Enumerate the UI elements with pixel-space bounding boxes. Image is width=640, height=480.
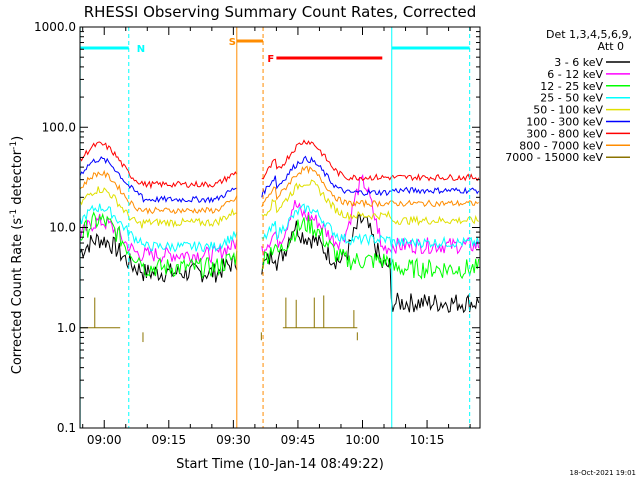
- x-tick-label-5: 10:00: [345, 433, 380, 447]
- legend-attenuator: Att 0: [598, 40, 624, 53]
- plot-area: [79, 139, 480, 343]
- series-line-7-seg-1: [79, 141, 238, 190]
- series-line-8-seg-1: [79, 169, 238, 215]
- legend-label-9: 7000 - 15000 keV: [505, 151, 603, 164]
- flag-bars: N S F: [79, 27, 471, 428]
- series-line-3-seg-1: [79, 211, 238, 279]
- flag-label-4: F: [267, 54, 274, 65]
- legend-label-2: 6 - 12 keV: [547, 68, 603, 81]
- flag-label-1: N: [137, 44, 145, 55]
- x-tick-label-4: 09:45: [281, 433, 316, 447]
- series-line-7-seg-2: [261, 139, 480, 182]
- chart-title: RHESSI Observing Summary Count Rates, Co…: [84, 3, 477, 21]
- y-tick-label-5: 1000.0: [34, 20, 76, 34]
- legend-label-8: 800 - 7000 keV: [519, 139, 603, 152]
- series-line-2-seg-2: [261, 173, 480, 256]
- series-line-5-seg-2: [261, 179, 479, 227]
- y-tick-label-3: 10.0: [49, 221, 76, 235]
- legend-label-1: 3 - 6 keV: [554, 56, 603, 69]
- x-tick-label-2: 09:15: [152, 433, 187, 447]
- axes: 0.1 1.0 10.0 100.0 1000.0 09:00 09:15 09:30 09:4…: [34, 20, 481, 447]
- legend-label-4: 25 - 50 keV: [540, 92, 603, 105]
- y-axis-label: Corrected Count Rate (s-1 detector-1): [9, 136, 25, 374]
- y-tick-label-2: 1.0: [57, 321, 76, 335]
- flag-label-3: S: [229, 37, 236, 48]
- legend-label-7: 300 - 800 keV: [526, 127, 603, 140]
- timestamp-annotation: 18-Oct-2021 19:01: [570, 469, 636, 477]
- series-line-8-seg-2: [261, 165, 479, 209]
- x-tick-label-3: 09:30: [216, 433, 251, 447]
- series-line-4-seg-1: [79, 203, 238, 253]
- legend-label-3: 12 - 25 keV: [540, 80, 603, 93]
- legend-header: Det 1,3,4,5,6,9,: [546, 28, 632, 41]
- x-axis-label: Start Time (10-Jan-14 08:49:22): [176, 457, 384, 472]
- x-tick-label-1: 09:00: [87, 433, 122, 447]
- legend-label-5: 50 - 100 keV: [533, 104, 603, 117]
- legend-label-6: 100 - 300 keV: [526, 116, 603, 129]
- series-line-5-seg-1: [79, 186, 237, 229]
- series-line-6-seg-2: [261, 155, 480, 198]
- series-line-1-seg-2: [261, 213, 480, 314]
- y-tick-label-1: 0.1: [57, 421, 76, 435]
- x-tick-label-6: 10:15: [410, 433, 445, 447]
- series-line-3-seg-2: [261, 215, 480, 280]
- series-line-4-seg-2: [261, 203, 480, 249]
- series-line-1-seg-1: [79, 232, 238, 283]
- y-tick-label-4: 100.0: [42, 120, 76, 134]
- series-line-6-seg-1: [79, 156, 237, 204]
